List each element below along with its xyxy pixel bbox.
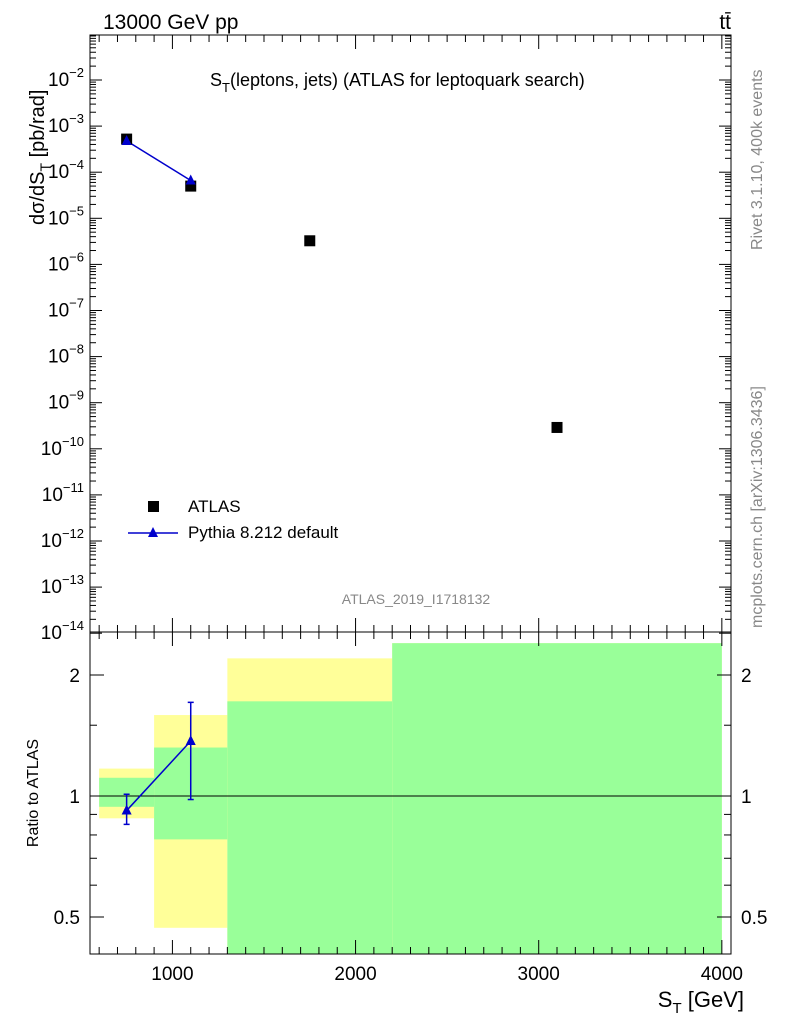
ratio-y-tick-label-right: 0.5: [741, 908, 767, 929]
y-tick-label-exponent: −4: [69, 157, 84, 172]
main-y-axis-label-b: [pb/rad]: [27, 90, 49, 163]
ratio-y-tick-label-left: 0.5: [54, 908, 80, 929]
pythia-main-point: [185, 174, 196, 185]
ratio-y-tick-label-right: 1: [741, 787, 752, 808]
green-band-2: [227, 701, 393, 954]
green-band-3: [392, 643, 722, 954]
main-y-axis-label: dσ/dST [pb/rad]: [27, 90, 53, 225]
x-axis-label: ST [GeV]: [658, 987, 744, 1017]
x-tick-label: 2000: [334, 964, 376, 985]
atlas-point: [304, 235, 316, 247]
y-tick-label-exponent: −12: [62, 526, 84, 541]
analysis-id-label: ATLAS_2019_I1718132: [342, 591, 491, 607]
ratio-y-tick-label-right: 2: [741, 666, 752, 687]
y-tick-label-base: 10: [48, 208, 69, 229]
y-tick-label-exponent: −9: [69, 388, 84, 403]
y-tick-label: 10−3: [48, 111, 84, 137]
y-tick-label-exponent: −3: [69, 111, 84, 126]
legend-atlas-label: ATLAS: [188, 497, 241, 516]
pythia-main-line: [126, 140, 192, 182]
x-axis-label-b: [GeV]: [682, 987, 744, 1012]
pythia-ratio-line: [126, 740, 192, 812]
y-tick-label-base: 10: [48, 347, 69, 368]
main-title-rest: (leptons, jets) (ATLAS for leptoquark se…: [230, 70, 585, 90]
process-label: tt̄: [719, 11, 731, 34]
atlas-point: [185, 180, 197, 192]
y-tick-label: 10−9: [48, 388, 84, 414]
legend-pythia-marker: [148, 527, 158, 537]
y-tick-label-exponent: −11: [63, 480, 84, 495]
x-tick-label: 4000: [701, 964, 743, 985]
y-tick-label-exponent: −8: [69, 342, 84, 357]
y-tick-label-exponent: −14: [62, 618, 84, 633]
mcplots-label: mcplots.cern.ch [arXiv:1306.3436]: [749, 386, 766, 628]
ratio-panel-frame: [89, 631, 732, 955]
y-tick-label-exponent: −7: [69, 296, 84, 311]
ratio-y-tick-label-left: 2: [69, 666, 80, 687]
y-tick-label: 10−8: [48, 342, 84, 368]
pythia-main-point: [121, 134, 132, 145]
y-tick-label-base: 10: [48, 393, 69, 414]
x-axis-label-a: S: [658, 987, 673, 1012]
y-tick-label: 10−7: [48, 296, 84, 322]
legend: ATLAS Pythia 8.212 default: [128, 497, 339, 542]
main-y-axis-label-sub: T: [37, 163, 53, 172]
y-tick-label-base: 10: [48, 254, 69, 275]
ratio-uncertainty-bands: [90, 643, 731, 954]
legend-atlas-marker: [148, 501, 159, 512]
rivet-label: Rivet 3.1.10, 400k events: [749, 69, 766, 250]
main-panel-frame: [89, 34, 732, 633]
y-tick-label-exponent: −6: [69, 249, 84, 264]
y-tick-label: 10−6: [48, 249, 84, 275]
y-tick-label-base: 10: [41, 531, 62, 552]
main-title-s: S: [210, 70, 222, 90]
y-tick-label-base: 10: [41, 439, 62, 460]
y-tick-label-exponent: −2: [69, 65, 84, 80]
x-tick-label: 1000: [151, 964, 193, 985]
ratio-axis-ticks: 1000 2000 3000 4000 0.5 0.5 1 1 2 2: [54, 632, 767, 985]
x-tick-label: 3000: [518, 964, 560, 985]
main-y-axis-label-a: dσ/dS: [27, 172, 49, 226]
y-tick-label: 10−5: [48, 203, 84, 229]
legend-pythia-label: Pythia 8.212 default: [188, 523, 339, 542]
main-title-sub: T: [222, 80, 230, 95]
main-title: ST(leptons, jets) (ATLAS for leptoquark …: [210, 70, 585, 95]
y-tick-label-base: 10: [48, 301, 69, 322]
y-tick-label-base: 10: [41, 623, 62, 644]
ratio-y-tick-label-left: 1: [69, 787, 80, 808]
data-marks: [121, 133, 563, 826]
y-tick-label: 10−13: [41, 572, 84, 598]
pythia-ratio-point: [185, 735, 196, 746]
y-tick-label-base: 10: [48, 70, 69, 91]
ratio-y-axis-label: Ratio to ATLAS: [25, 739, 42, 847]
energy-label: 13000 GeV pp: [103, 11, 238, 34]
main-axis-ticks: 10−210−310−410−510−610−710−810−910−1010−…: [41, 35, 731, 644]
y-tick-label-base: 10: [41, 577, 62, 598]
y-tick-label: 10−14: [41, 618, 84, 644]
atlas-point: [551, 421, 563, 433]
y-tick-label-exponent: −10: [62, 434, 84, 449]
y-tick-label: 10−2: [48, 65, 84, 91]
y-tick-label: 10−4: [48, 157, 84, 183]
y-tick-label-exponent: −5: [69, 203, 84, 218]
y-tick-label-exponent: −13: [62, 572, 84, 587]
pythia-ratio-point: [121, 804, 132, 815]
y-tick-label-base: 10: [48, 162, 69, 183]
y-tick-label: 10−11: [42, 480, 84, 506]
y-tick-label-base: 10: [48, 116, 69, 137]
y-tick-label-base: 10: [42, 485, 63, 506]
x-axis-label-sub: T: [672, 1000, 681, 1017]
y-tick-label: 10−12: [41, 526, 84, 552]
y-tick-label: 10−10: [41, 434, 84, 460]
